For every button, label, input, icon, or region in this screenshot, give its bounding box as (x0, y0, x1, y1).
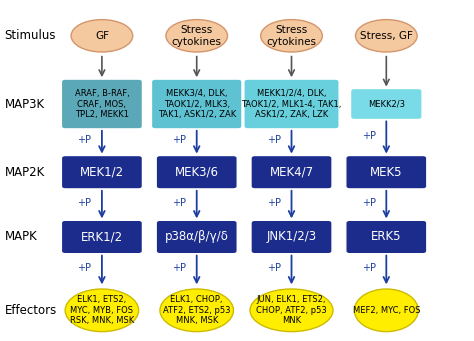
Text: +P: +P (267, 198, 281, 208)
FancyBboxPatch shape (244, 79, 339, 129)
Text: p38α/β/γ/δ: p38α/β/γ/δ (165, 231, 228, 243)
Text: JNK1/2/3: JNK1/2/3 (266, 231, 317, 243)
FancyBboxPatch shape (156, 220, 237, 254)
Ellipse shape (71, 19, 133, 52)
Text: JUN, ELK1, ETS2,
CHOP, ATF2, p53
MNK: JUN, ELK1, ETS2, CHOP, ATF2, p53 MNK (256, 295, 327, 325)
Text: +P: +P (172, 198, 186, 208)
Text: ELK1, CHOP,
ATF2, ETS2, p53
MNK, MSK: ELK1, CHOP, ATF2, ETS2, p53 MNK, MSK (163, 295, 230, 325)
Text: +P: +P (362, 263, 376, 273)
FancyBboxPatch shape (251, 155, 332, 189)
FancyBboxPatch shape (346, 220, 427, 254)
Text: +P: +P (77, 198, 91, 208)
Text: MAPK: MAPK (5, 231, 37, 243)
Text: Effectors: Effectors (5, 304, 57, 317)
Ellipse shape (166, 19, 228, 52)
Text: Stress
cytokines: Stress cytokines (172, 25, 222, 47)
FancyBboxPatch shape (156, 155, 237, 189)
Text: +P: +P (267, 263, 281, 273)
Ellipse shape (250, 289, 333, 331)
Text: +P: +P (77, 135, 91, 146)
Text: +P: +P (362, 131, 376, 141)
FancyBboxPatch shape (62, 220, 142, 254)
Text: MEKK3/4, DLK,
TAOK1/2, MLK3,
TAK1, ASK1/2, ZAK: MEKK3/4, DLK, TAOK1/2, MLK3, TAK1, ASK1/… (157, 89, 236, 119)
Ellipse shape (356, 19, 417, 52)
Text: ERK1/2: ERK1/2 (81, 231, 123, 243)
Text: ERK5: ERK5 (371, 231, 401, 243)
Text: MEK5: MEK5 (370, 166, 402, 179)
Text: Stimulus: Stimulus (5, 29, 56, 42)
FancyBboxPatch shape (346, 155, 427, 189)
Text: MAP3K: MAP3K (5, 98, 45, 110)
FancyBboxPatch shape (152, 79, 242, 129)
Text: MAP2K: MAP2K (5, 166, 45, 179)
Text: Stress
cytokines: Stress cytokines (266, 25, 317, 47)
Text: ELK1, ETS2,
MYC, MYB, FOS
RSK, MNK, MSK: ELK1, ETS2, MYC, MYB, FOS RSK, MNK, MSK (70, 295, 134, 325)
FancyBboxPatch shape (62, 155, 142, 189)
Text: +P: +P (172, 263, 186, 273)
Ellipse shape (65, 289, 138, 331)
Text: +P: +P (267, 135, 281, 146)
Text: +P: +P (77, 263, 91, 273)
Ellipse shape (261, 19, 322, 52)
Text: ARAF, B-RAF,
CRAF, MOS,
TPL2, MEKK1: ARAF, B-RAF, CRAF, MOS, TPL2, MEKK1 (74, 89, 129, 119)
Ellipse shape (354, 289, 419, 331)
Text: MEK4/7: MEK4/7 (269, 166, 314, 179)
Text: Stress, GF: Stress, GF (360, 31, 413, 41)
Text: MEK1/2: MEK1/2 (80, 166, 124, 179)
FancyBboxPatch shape (251, 220, 332, 254)
Text: GF: GF (95, 31, 109, 41)
Text: MEKK2/3: MEKK2/3 (368, 100, 405, 108)
FancyBboxPatch shape (350, 89, 422, 120)
Text: MEK3/6: MEK3/6 (175, 166, 219, 179)
Text: MEF2, MYC, FOS: MEF2, MYC, FOS (353, 306, 420, 315)
Text: MEKK1/2/4, DLK,
TAOK1/2, MLK1-4, TAK1,
ASK1/2, ZAK, LZK: MEKK1/2/4, DLK, TAOK1/2, MLK1-4, TAK1, A… (241, 89, 342, 119)
Text: +P: +P (172, 135, 186, 146)
Text: +P: +P (362, 198, 376, 208)
Ellipse shape (160, 289, 233, 331)
FancyBboxPatch shape (62, 79, 142, 129)
